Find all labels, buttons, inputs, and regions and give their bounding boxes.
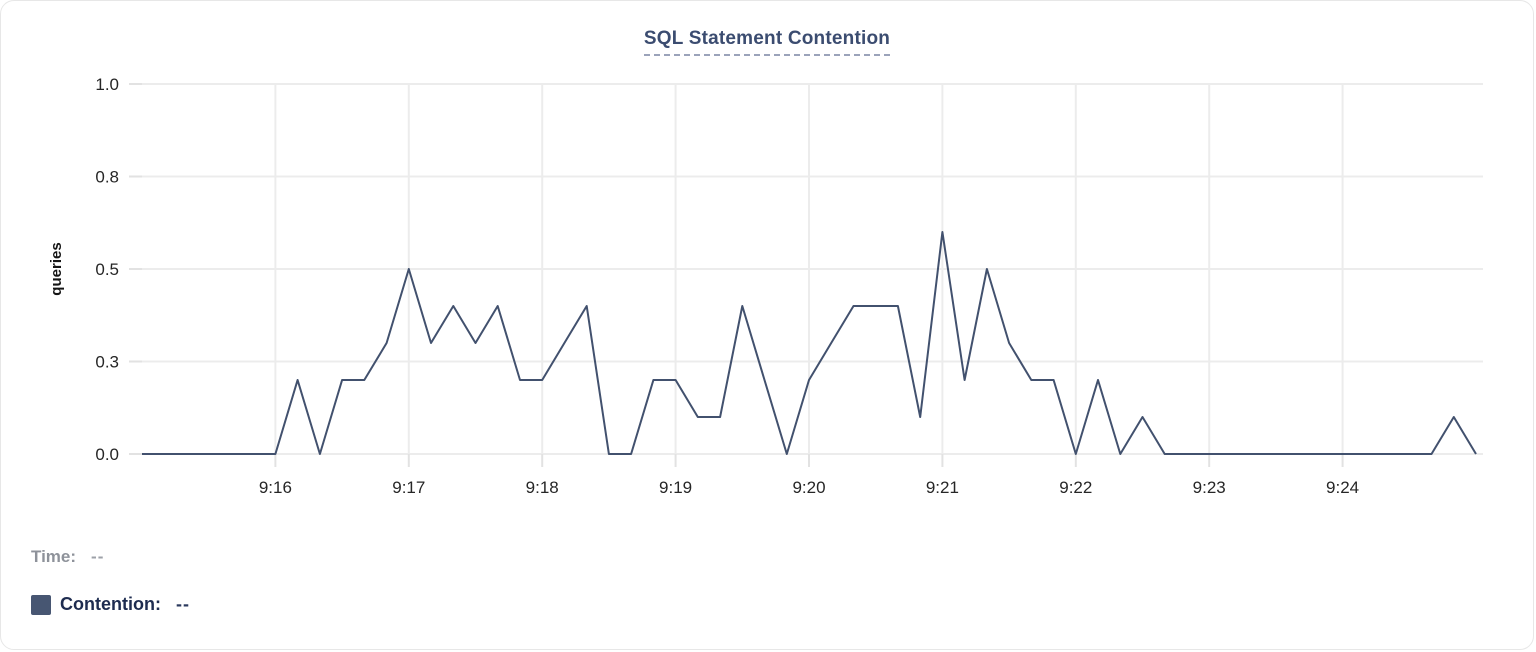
x-tick-label: 9:18 — [526, 478, 559, 497]
y-tick-label: 0.8 — [95, 168, 119, 187]
chart-title-wrap: SQL Statement Contention — [1, 28, 1533, 56]
time-value: -- — [91, 547, 105, 566]
legend-time-row: Time: -- — [31, 547, 104, 567]
time-label: Time: — [31, 547, 77, 566]
y-tick-label: 0.3 — [95, 353, 119, 372]
x-tick-label: 9:24 — [1326, 478, 1359, 497]
x-tick-label: 9:16 — [259, 478, 292, 497]
x-tick-label: 9:21 — [926, 478, 959, 497]
x-tick-label: 9:17 — [392, 478, 425, 497]
series-line-contention — [142, 231, 1477, 455]
legend-contention-row: Contention: -- — [31, 594, 190, 615]
y-tick-label: 1.0 — [95, 75, 119, 94]
x-tick-label: 9:23 — [1193, 478, 1226, 497]
chart-title[interactable]: SQL Statement Contention — [643, 28, 891, 56]
contention-value: -- — [175, 594, 190, 614]
x-tick-label: 9:20 — [792, 478, 825, 497]
y-axis-label: queries — [48, 242, 65, 295]
x-tick-label: 9:19 — [659, 478, 692, 497]
y-tick-label: 0.5 — [95, 260, 119, 279]
y-tick-label: 0.0 — [95, 445, 119, 464]
x-tick-label: 9:22 — [1059, 478, 1092, 497]
contention-label: Contention: — [60, 594, 161, 614]
sql-statement-contention-chart[interactable]: 0.0 0.3 0.5 0.8 1.0 9:16 9:17 9:18 9:19 9:20 9:21 9… — [1, 1, 1534, 521]
contention-series-swatch — [31, 594, 51, 615]
